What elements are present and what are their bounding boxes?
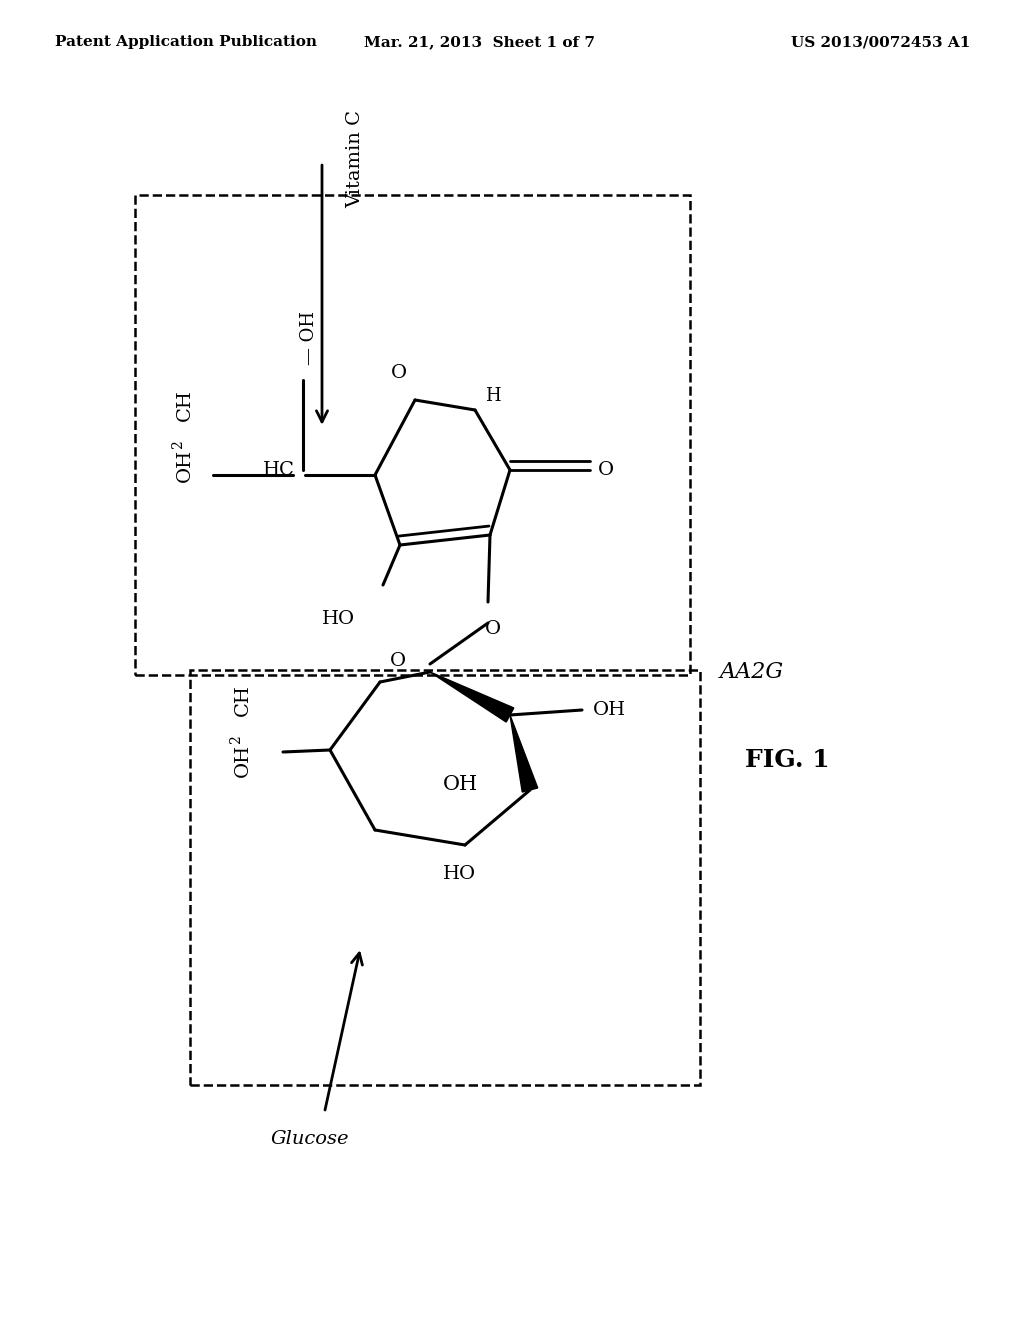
Text: Mar. 21, 2013  Sheet 1 of 7: Mar. 21, 2013 Sheet 1 of 7 — [365, 36, 596, 49]
Polygon shape — [510, 715, 538, 792]
Text: O: O — [598, 461, 614, 479]
Text: Patent Application Publication: Patent Application Publication — [55, 36, 317, 49]
Bar — [190, 671, 700, 1085]
Text: HO: HO — [322, 610, 355, 628]
Text: H: H — [485, 387, 501, 405]
Text: OH: OH — [234, 743, 252, 776]
Text: CH: CH — [234, 684, 252, 715]
Text: Vitamin C: Vitamin C — [346, 110, 364, 209]
Text: AA2G: AA2G — [720, 661, 784, 682]
Text: O: O — [390, 652, 407, 671]
Text: OH: OH — [442, 776, 477, 795]
Text: HC: HC — [263, 461, 295, 479]
Text: Glucose: Glucose — [270, 1130, 349, 1148]
Text: — OH: — OH — [300, 312, 318, 366]
Polygon shape — [430, 672, 514, 722]
Text: 2: 2 — [171, 441, 185, 449]
Text: O: O — [391, 364, 407, 381]
Text: FIG. 1: FIG. 1 — [745, 748, 829, 772]
Text: OH: OH — [593, 701, 626, 719]
Text: CH: CH — [176, 389, 194, 421]
Bar — [135, 195, 690, 675]
Text: OH: OH — [176, 449, 194, 482]
Text: 2: 2 — [229, 735, 243, 744]
Text: US 2013/0072453 A1: US 2013/0072453 A1 — [791, 36, 970, 49]
Text: HO: HO — [443, 865, 476, 883]
Text: O: O — [485, 620, 501, 638]
